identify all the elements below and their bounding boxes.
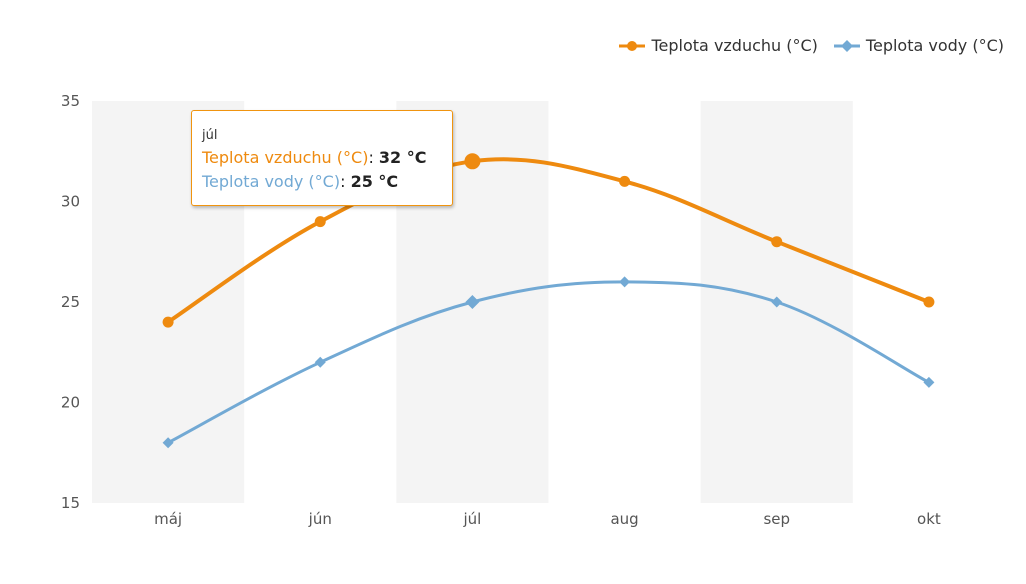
series-line-air-temperature bbox=[166, 157, 931, 325]
legend-diamond-marker-icon bbox=[833, 39, 860, 52]
y-tick-label: 20 bbox=[61, 394, 80, 412]
tooltip-water-label: Teplota vody (°C) bbox=[202, 172, 341, 191]
x-tick-label: jún bbox=[308, 510, 332, 528]
series-line-water-temperature bbox=[166, 280, 931, 445]
data-point-water-temperature bbox=[162, 437, 174, 449]
data-point-water-temperature bbox=[314, 356, 326, 368]
tooltip-water-value: 25 °C bbox=[350, 172, 399, 191]
legend-label-air-temperature: Teplota vzduchu (°C) bbox=[651, 36, 818, 55]
legend-item-air-temperature[interactable]: Teplota vzduchu (°C) bbox=[619, 36, 818, 55]
legend-circle-marker-icon bbox=[619, 40, 646, 51]
data-point-water-temperature bbox=[771, 296, 783, 308]
data-point-air-temperature bbox=[162, 316, 174, 328]
chart-tooltip: júl Teplota vzduchu (°C): 32 °C Teplota … bbox=[191, 110, 453, 206]
data-point-air-temperature bbox=[923, 296, 935, 308]
data-point-water-temperature bbox=[619, 276, 631, 288]
data-point-air-temperature bbox=[464, 153, 481, 170]
y-tick-label: 15 bbox=[61, 494, 80, 512]
y-tick-label: 35 bbox=[61, 92, 80, 110]
tooltip-air-value: 32 °C bbox=[378, 148, 427, 167]
series-markers bbox=[162, 153, 935, 449]
y-tick-label: 30 bbox=[61, 193, 80, 211]
data-point-water-temperature bbox=[923, 376, 935, 388]
chart-legend: Teplota vzduchu (°C) Teplota vody (°C) bbox=[619, 36, 1004, 55]
x-tick-label: máj bbox=[154, 510, 182, 528]
data-point-air-temperature bbox=[619, 175, 631, 187]
y-tick-label: 25 bbox=[61, 293, 80, 311]
legend-item-water-temperature[interactable]: Teplota vody (°C) bbox=[833, 36, 1004, 55]
x-axis: máj jún júl aug sep okt bbox=[154, 510, 941, 528]
data-point-air-temperature bbox=[314, 216, 326, 228]
tooltip-row-water: Teplota vody (°C): 25 °C bbox=[202, 172, 399, 191]
tooltip-title: júl bbox=[202, 128, 218, 143]
tooltip-air-label: Teplota vzduchu (°C) bbox=[202, 148, 369, 167]
data-point-air-temperature bbox=[771, 236, 783, 248]
x-tick-label: aug bbox=[610, 510, 638, 528]
x-tick-label: sep bbox=[763, 510, 790, 528]
x-tick-label: okt bbox=[917, 510, 941, 528]
legend-label-water-temperature: Teplota vody (°C) bbox=[865, 36, 1004, 55]
data-point-water-temperature bbox=[465, 295, 480, 309]
tooltip-row-air: Teplota vzduchu (°C): 32 °C bbox=[202, 148, 427, 167]
y-axis: 15 20 25 30 35 bbox=[61, 92, 80, 512]
x-tick-label: júl bbox=[462, 510, 481, 528]
series-lines bbox=[166, 157, 931, 445]
